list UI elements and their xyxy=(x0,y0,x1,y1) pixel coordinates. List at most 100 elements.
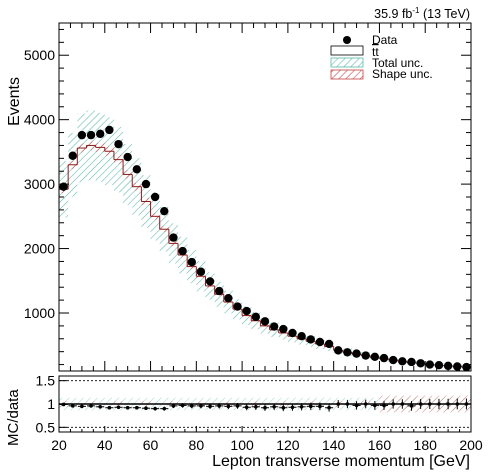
data-point xyxy=(343,348,352,357)
ratio-point xyxy=(299,405,304,409)
data-point xyxy=(169,233,178,242)
data-point xyxy=(379,353,389,363)
ratio-point xyxy=(263,405,267,410)
legend-total-unc-box xyxy=(330,57,364,68)
y-tick-label: 4000 xyxy=(24,112,55,128)
data-point xyxy=(215,286,224,296)
ratio-point xyxy=(345,402,350,406)
data-point xyxy=(86,130,96,140)
legend-label-ttbar: tt xyxy=(372,45,379,59)
main-x-ticks xyxy=(58,23,472,371)
ratio-reference-lines xyxy=(59,380,471,428)
data-point xyxy=(251,312,261,322)
ratio-point xyxy=(290,405,295,410)
data-point xyxy=(279,324,288,334)
ratio-point xyxy=(272,405,276,409)
data-point xyxy=(416,359,425,368)
legend-data-marker xyxy=(343,36,351,44)
x-axis-label: Lepton transverse momentum [GeV] xyxy=(212,453,470,470)
data-point xyxy=(178,246,187,256)
ratio-point xyxy=(89,404,93,408)
legend-label-total-unc: Total unc. xyxy=(372,56,423,70)
data-point xyxy=(77,130,87,140)
ratio-point xyxy=(428,402,432,406)
y-tick-label: 2000 xyxy=(24,241,55,257)
data-point xyxy=(297,332,306,341)
ratio-point xyxy=(135,405,139,410)
data-point xyxy=(388,355,398,365)
data-point xyxy=(132,165,142,174)
data-point xyxy=(334,346,343,355)
legend-ttbar-box xyxy=(330,45,364,56)
ratio-point xyxy=(308,404,313,409)
ratio-point xyxy=(189,404,194,408)
legend: Data tt Total unc. Shape unc. xyxy=(330,33,433,81)
main-y-axis: 1000 2000 3000 4000 5000 xyxy=(24,28,471,366)
ratio-point xyxy=(244,405,249,410)
ratio-point xyxy=(400,402,405,406)
ratio-point xyxy=(382,403,386,408)
ratio-point xyxy=(336,402,341,406)
x-tick-label: 40 xyxy=(97,437,113,453)
data-point xyxy=(68,151,77,160)
ratio-points xyxy=(59,398,471,412)
ratio-point xyxy=(180,403,185,408)
total-uncertainty-band xyxy=(59,110,471,369)
ratio-point xyxy=(373,403,377,408)
ratio-point xyxy=(437,402,441,406)
y-tick-label: 3000 xyxy=(24,176,55,192)
data-point xyxy=(105,125,114,135)
data-point xyxy=(453,362,462,371)
ratio-point xyxy=(418,402,423,406)
ratio-point xyxy=(446,402,450,406)
ratio-point xyxy=(144,406,148,411)
x-tick-label: 160 xyxy=(368,437,392,453)
x-tick-label: 200 xyxy=(459,437,483,453)
data-point xyxy=(398,357,407,366)
ratio-point xyxy=(318,404,322,409)
ratio-point xyxy=(171,404,176,408)
ratio-point xyxy=(235,404,240,408)
data-point xyxy=(150,192,160,202)
ratio-y-tick-label: 1 xyxy=(47,396,55,412)
data-point xyxy=(160,206,169,216)
legend-label-shape-unc: Shape unc. xyxy=(372,67,433,81)
ratio-point xyxy=(80,404,84,409)
ratio-point xyxy=(217,404,222,408)
ratio-point xyxy=(199,404,203,408)
data-point xyxy=(96,129,105,139)
ratio-y-axis-label: MC/data xyxy=(5,389,22,446)
ratio-point xyxy=(116,405,121,410)
ratio-point xyxy=(254,405,258,409)
ratio-y-tick-label: 0.5 xyxy=(36,419,56,435)
data-point xyxy=(141,179,151,189)
data-point xyxy=(407,357,416,367)
y-axis-label: Events xyxy=(6,77,23,126)
ratio-point xyxy=(464,402,469,406)
ratio-point xyxy=(455,402,460,406)
ratio-point xyxy=(107,405,112,410)
data-point xyxy=(187,257,196,267)
data-point xyxy=(224,293,233,303)
data-point xyxy=(315,337,325,347)
ratio-point xyxy=(153,406,157,411)
x-tick-label: 20 xyxy=(51,437,67,453)
ratio-point xyxy=(327,405,331,410)
data-point xyxy=(205,277,215,286)
ratio-point xyxy=(354,403,359,408)
data-point xyxy=(260,317,270,326)
ratio-point xyxy=(98,405,102,409)
ratio-point xyxy=(162,406,167,411)
data-point xyxy=(306,335,315,344)
ratio-point xyxy=(208,404,212,409)
ratio-point xyxy=(226,404,231,409)
data-point xyxy=(233,302,242,311)
data-point xyxy=(443,361,453,371)
ratio-x-axis: 20 40 60 80 100 120 140 160 180 200 xyxy=(51,426,483,453)
y-tick-label: 5000 xyxy=(24,47,55,63)
ratio-point xyxy=(281,405,286,410)
x-tick-label: 180 xyxy=(414,437,438,453)
data-point xyxy=(361,351,370,360)
data-point xyxy=(269,322,279,331)
